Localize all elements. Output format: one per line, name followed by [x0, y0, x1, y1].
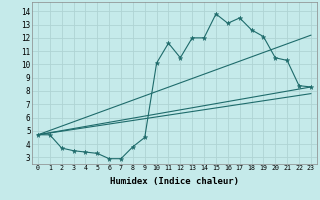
- X-axis label: Humidex (Indice chaleur): Humidex (Indice chaleur): [110, 177, 239, 186]
